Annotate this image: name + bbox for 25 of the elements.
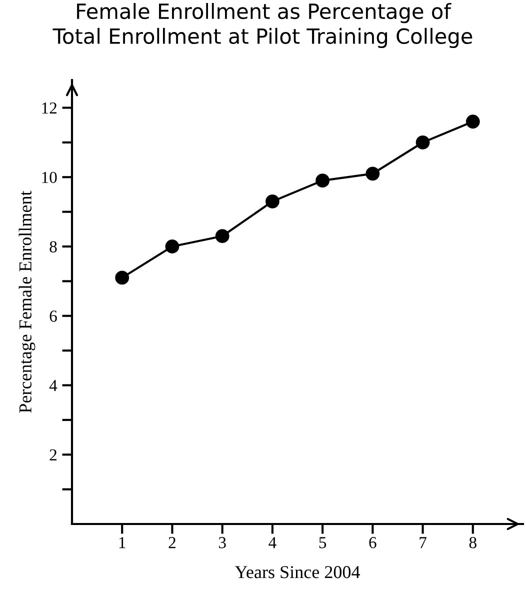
y-tick-label: 10 bbox=[42, 172, 57, 184]
point bbox=[115, 270, 130, 285]
x-tick-label: 6 bbox=[369, 537, 376, 548]
y-tick-label: 8 bbox=[50, 241, 57, 252]
chart-title: Female Enrollment as Percentage of Total Enrollment at Pilot Training College bbox=[52, 2, 472, 48]
y-tick-label: 12 bbox=[42, 102, 56, 114]
point bbox=[165, 240, 180, 254]
x-tick-label: 7 bbox=[420, 537, 426, 548]
point bbox=[466, 114, 480, 129]
point bbox=[366, 166, 380, 181]
x-tick-label: 8 bbox=[469, 536, 476, 548]
point bbox=[416, 135, 430, 150]
x-tick-label: 2 bbox=[168, 537, 176, 548]
x-tick-label: 5 bbox=[319, 537, 326, 548]
y-tick-label: 2 bbox=[50, 449, 56, 460]
x-tick-label: 3 bbox=[218, 537, 226, 548]
y-tick-label: 4 bbox=[49, 380, 58, 392]
x-tick-label: 4 bbox=[268, 537, 276, 548]
x-axis-title: Years Since 2004 bbox=[234, 566, 360, 578]
x-tick-label: 1 bbox=[119, 537, 126, 548]
y-tick-label: 6 bbox=[50, 310, 57, 322]
point bbox=[266, 194, 280, 208]
point bbox=[215, 229, 230, 244]
y-axis-title: Percentage Female Enrollment bbox=[18, 190, 36, 413]
point bbox=[316, 174, 330, 188]
